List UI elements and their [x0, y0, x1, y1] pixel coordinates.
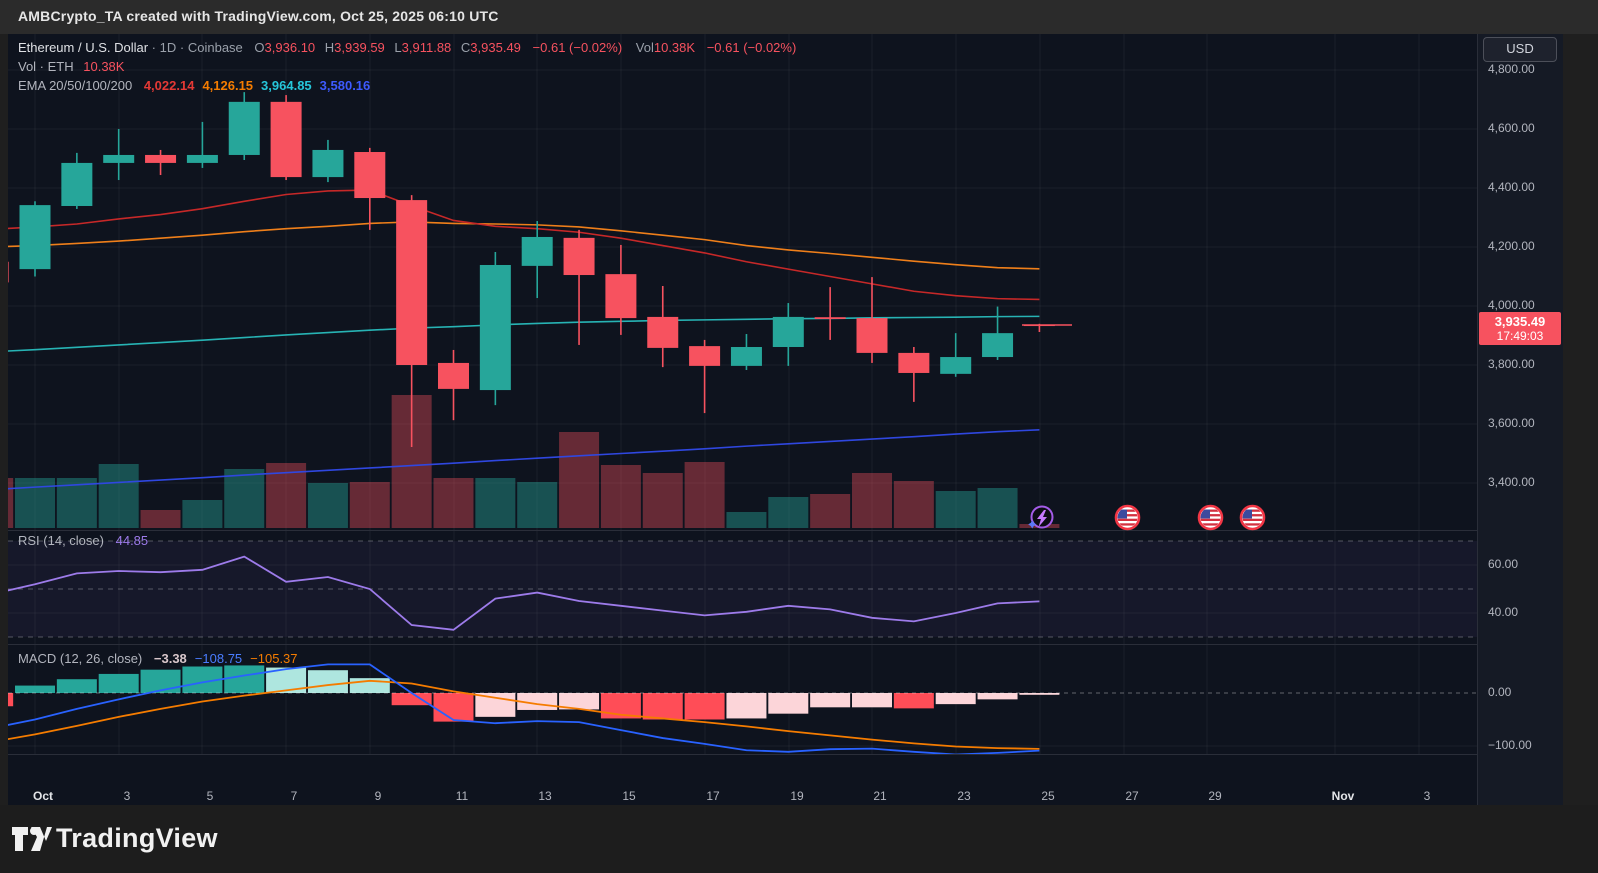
- rsi-legend: RSI (14, close) 44.85: [18, 533, 148, 548]
- tradingview-logo-icon[interactable]: [12, 825, 52, 855]
- us-flag-event-icon[interactable]: [1197, 504, 1225, 532]
- high-value: 3,939.59: [334, 40, 385, 55]
- price-axis-label: 4,200.00: [1488, 239, 1535, 253]
- low-label: L: [394, 40, 402, 55]
- price-axis-label: 3,600.00: [1488, 416, 1535, 430]
- high-label: H: [324, 40, 335, 55]
- footer: TradingView: [0, 805, 1598, 873]
- currency-button[interactable]: USD: [1483, 37, 1557, 62]
- macd-axis-label: −100.00: [1488, 738, 1532, 752]
- symbol-legend: Ethereum / U.S. Dollar · 1D · Coinbase O…: [18, 40, 797, 55]
- chart-widget: [8, 34, 1562, 805]
- volume-legend: Vol · ETH 10.38K: [18, 59, 124, 74]
- us-flag-event-icon[interactable]: [1239, 504, 1267, 532]
- ema-value-3: 3,964.85: [261, 78, 312, 93]
- price-axis-label: 3,400.00: [1488, 475, 1535, 489]
- time-axis-label: 3: [123, 789, 131, 803]
- time-axis-label: 27: [1125, 789, 1139, 803]
- vol-row-label[interactable]: Vol · ETH: [18, 59, 74, 74]
- attribution-bar: AMBCrypto_TA created with TradingView.co…: [0, 0, 1598, 34]
- time-axis-label: 19: [790, 789, 804, 803]
- volume-label: Vol: [635, 40, 654, 55]
- macd-label[interactable]: MACD (12, 26, close): [18, 651, 143, 666]
- time-axis-label: 15: [622, 789, 636, 803]
- macd-value-2: −108.75: [194, 651, 243, 666]
- time-axis-label: 13: [538, 789, 552, 803]
- open-label: O: [254, 40, 265, 55]
- macd-legend: MACD (12, 26, close) −3.38 −108.75 −105.37: [18, 651, 298, 666]
- time-axis-label: 3: [1423, 789, 1431, 803]
- price-axis-label: 4,800.00: [1488, 62, 1535, 76]
- time-axis-label: 21: [873, 789, 887, 803]
- macd-axis-label: 0.00: [1488, 685, 1512, 699]
- close-value: 3,935.49: [470, 40, 521, 55]
- time-axis-label: 11: [455, 789, 469, 803]
- interval-label[interactable]: 1D: [159, 40, 177, 55]
- price-axis-label: 3,800.00: [1488, 357, 1535, 371]
- price-scale[interactable]: 4,800.00 4,600.00 4,400.00 4,200.00 4,000.00…: [1477, 34, 1563, 805]
- ema-legend: EMA 20/50/100/200 4,022.14 4,126.15 3,964.…: [18, 78, 370, 93]
- price-axis-label: 4,400.00: [1488, 180, 1535, 194]
- last-price-value: 3,935.49: [1494, 314, 1546, 329]
- time-axis-label: 5: [206, 789, 214, 803]
- rsi-axis-label: 60.00: [1488, 557, 1519, 571]
- vol-row-value: 10.38K: [83, 59, 125, 74]
- last-price-tag: 3,935.49 17:49:03: [1479, 312, 1561, 345]
- time-axis-label: 7: [290, 789, 298, 803]
- volume-value: 10.38K: [653, 40, 696, 55]
- open-value: 3,936.10: [264, 40, 316, 55]
- crypto-event-icon[interactable]: [1026, 504, 1054, 532]
- rsi-value: 44.85: [115, 533, 149, 548]
- attribution-text: AMBCrypto_TA created with TradingView.co…: [18, 8, 499, 24]
- ema-value-2: 4,126.15: [202, 78, 254, 93]
- symbol-title[interactable]: Ethereum / U.S. Dollar: [18, 40, 149, 55]
- tradingview-brand[interactable]: TradingView: [56, 823, 218, 853]
- ema-value-1: 4,022.14: [143, 78, 195, 93]
- time-axis-label: Nov: [1331, 789, 1355, 803]
- low-value: 3,911.88: [401, 40, 452, 55]
- rsi-axis-label: 40.00: [1488, 605, 1519, 619]
- time-scale[interactable]: Oct 3 5 7 9 11 13 15 17 19 21 23 25 27 29 Nov 3: [8, 789, 1562, 805]
- time-axis-label: Oct: [32, 789, 54, 803]
- time-axis-label: 17: [706, 789, 720, 803]
- ema-row-label[interactable]: EMA 20/50/100/200: [18, 78, 133, 93]
- change-value-2: −0.61 (−0.02%): [706, 40, 797, 55]
- time-axis-label: 29: [1208, 789, 1222, 803]
- macd-value-3: −105.37: [250, 651, 298, 666]
- time-axis-label: 9: [374, 789, 382, 803]
- exchange-label[interactable]: Coinbase: [187, 40, 243, 55]
- close-label: C: [460, 40, 471, 55]
- price-axis-label: 4,000.00: [1488, 298, 1535, 312]
- time-axis-label: 25: [1041, 789, 1055, 803]
- ema-value-4: 3,580.16: [319, 78, 371, 93]
- macd-value-1: −3.38: [153, 651, 187, 666]
- time-axis-label: 23: [957, 789, 971, 803]
- us-flag-event-icon[interactable]: [1114, 504, 1142, 532]
- rsi-label[interactable]: RSI (14, close): [18, 533, 104, 548]
- change-value: −0.61 (−0.02%): [532, 40, 623, 55]
- bar-countdown: 17:49:03: [1496, 329, 1544, 343]
- price-axis-label: 4,600.00: [1488, 121, 1535, 135]
